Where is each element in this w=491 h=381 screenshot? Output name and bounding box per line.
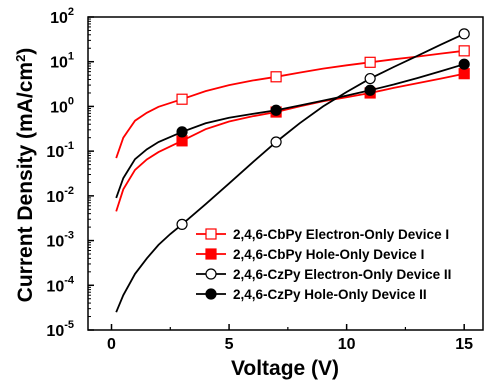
y-tick-label: 102 <box>50 6 74 27</box>
y-tick-exponent: -1 <box>64 140 74 152</box>
legend-item: 2,4,6-CbPy Electron-Only Device I <box>196 227 449 242</box>
legend-item: 2,4,6-CbPy Hole-Only Device I <box>196 247 424 262</box>
series-4 <box>115 58 470 199</box>
data-point <box>205 248 217 260</box>
legend-label: 2,4,6-CzPy Electron-Only Device II <box>233 267 451 282</box>
x-axis-title: Voltage (V) <box>231 357 339 380</box>
data-point <box>176 218 188 230</box>
data-point <box>270 71 282 83</box>
data-point <box>458 45 470 57</box>
series-layer <box>115 28 470 313</box>
legend-label: 2,4,6-CbPy Hole-Only Device I <box>233 247 424 262</box>
y-tick-exponent: -4 <box>64 274 75 286</box>
legend-label: 2,4,6-CbPy Electron-Only Device I <box>233 227 449 242</box>
data-point <box>205 288 217 300</box>
y-tick-label: 10-2 <box>46 185 74 206</box>
plot-frame <box>87 16 484 331</box>
y-tick-label: 100 <box>50 95 74 116</box>
y-axis-title-main: Current Density (mA/cm <box>14 62 37 302</box>
y-tick-label: 101 <box>50 51 74 72</box>
y-axis-title: Current Density (mA/cm2) <box>13 48 38 303</box>
y-tick-label: 10-3 <box>46 230 74 251</box>
y-tick-exponent: 2 <box>68 6 74 18</box>
data-point <box>270 136 282 148</box>
data-point <box>458 58 470 70</box>
x-tick-label: 15 <box>455 336 473 353</box>
y-tick-exponent: 0 <box>68 95 74 107</box>
y-tick-label: 10-1 <box>46 140 74 161</box>
series-2 <box>115 68 470 212</box>
data-point <box>364 72 376 85</box>
data-point <box>176 126 188 138</box>
y-tick-exponent: -3 <box>64 230 74 242</box>
legend-item: 2,4,6-CzPy Electron-Only Device II <box>196 267 451 282</box>
data-point <box>176 93 188 105</box>
y-tick-label: 10-4 <box>46 274 74 295</box>
data-point <box>458 28 470 40</box>
x-tick-label: 10 <box>338 336 356 353</box>
y-tick-exponent: 1 <box>68 51 74 63</box>
data-point <box>205 228 217 240</box>
y-tick-exponent: -2 <box>64 185 74 197</box>
data-point <box>205 268 217 280</box>
data-point <box>458 68 470 80</box>
x-tick-label: 0 <box>107 336 116 353</box>
legend-label: 2,4,6-CzPy Hole-Only Device II <box>233 287 427 302</box>
series-1 <box>115 45 470 159</box>
data-point <box>270 104 282 116</box>
y-tick-exponent: -5 <box>64 319 74 331</box>
x-tick-label: 5 <box>225 336 234 353</box>
series-line <box>115 72 465 212</box>
series-3 <box>115 28 470 313</box>
data-point <box>364 56 376 68</box>
y-axis-title-end: ) <box>14 48 37 55</box>
series-line <box>115 63 465 199</box>
legend-item: 2,4,6-CzPy Hole-Only Device II <box>196 287 427 302</box>
y-tick-label: 10-5 <box>46 319 74 340</box>
data-point <box>364 84 376 96</box>
series-line <box>115 32 465 313</box>
legend: 2,4,6-CbPy Electron-Only Device I 2,4,6-C… <box>196 227 451 302</box>
series-line <box>115 49 465 159</box>
y-axis-title-sup: 2 <box>13 55 28 62</box>
